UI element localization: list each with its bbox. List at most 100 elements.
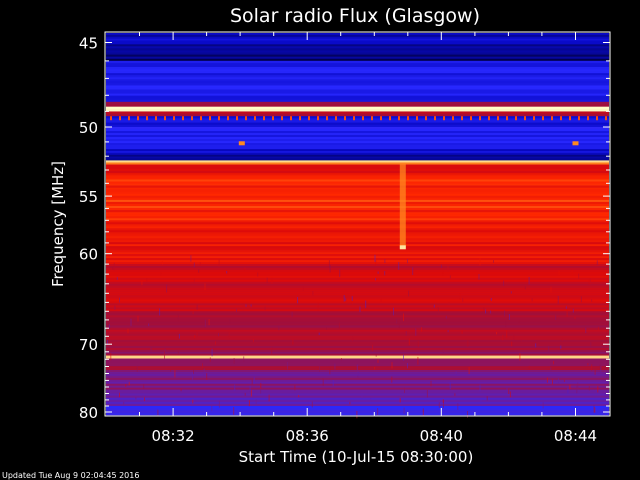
texture-fleck	[438, 402, 440, 408]
heatmap-row	[106, 287, 609, 290]
texture-fleck	[457, 403, 459, 410]
texture-fleck	[437, 307, 439, 314]
heatmap-row	[106, 104, 609, 107]
texture-fleck	[204, 283, 206, 290]
texture-fleck	[108, 324, 110, 329]
texture-fleck	[398, 262, 400, 270]
texture-fleck	[380, 298, 382, 302]
texture-fleck	[505, 320, 507, 327]
texture-fleck	[204, 319, 206, 328]
texture-fleck	[226, 271, 228, 274]
heatmap-row	[106, 325, 609, 328]
texture-fleck	[407, 259, 408, 264]
interference-tick	[605, 116, 607, 121]
interference-tick	[146, 116, 148, 121]
texture-fleck	[107, 340, 108, 346]
texture-fleck	[159, 308, 161, 316]
heatmap-row	[106, 162, 609, 165]
texture-fleck	[196, 331, 198, 337]
texture-fleck	[563, 379, 565, 382]
interference-tick	[506, 116, 508, 121]
heatmap-row	[106, 124, 609, 128]
heatmap-row	[106, 179, 609, 182]
heatmap-row	[106, 381, 609, 385]
texture-fleck	[468, 367, 470, 374]
texture-fleck	[440, 264, 442, 268]
heatmap-band	[106, 175, 609, 221]
x-tick-label: 08:36	[286, 427, 329, 445]
texture-fleck	[462, 298, 464, 302]
heatmap-row	[106, 349, 609, 353]
texture-fleck	[193, 262, 195, 268]
heatmap-band	[106, 393, 609, 407]
interference-tick	[263, 116, 265, 121]
texture-fleck	[391, 376, 393, 383]
texture-fleck	[496, 332, 498, 335]
texture-fleck	[480, 398, 482, 404]
texture-fleck	[252, 339, 254, 342]
heatmap-row	[106, 230, 609, 233]
heatmap-row	[106, 69, 609, 72]
texture-fleck	[519, 353, 521, 361]
texture-fleck	[374, 254, 376, 262]
interference-tick	[326, 116, 328, 121]
texture-fleck	[577, 382, 579, 390]
texture-fleck	[332, 379, 334, 386]
heatmap-row	[106, 64, 609, 68]
heatmap-row	[106, 339, 609, 343]
heatmap-row	[106, 214, 609, 217]
texture-fleck	[164, 348, 166, 354]
heatmap-row	[106, 222, 609, 225]
texture-fleck	[361, 392, 363, 399]
texture-fleck	[192, 311, 194, 315]
x-axis: 08:32 08:36 08:40 08:44	[139, 32, 597, 445]
heatmap-band	[106, 348, 609, 356]
texture-fleck	[135, 397, 137, 400]
texture-fleck	[550, 286, 552, 293]
heatmap-row	[106, 91, 609, 94]
heatmap-row	[106, 210, 609, 213]
heatmap-row	[106, 323, 609, 326]
texture-fleck	[490, 310, 492, 314]
heatmap-row	[106, 60, 609, 64]
heatmap-row	[106, 303, 609, 306]
interference-tick	[488, 116, 490, 121]
texture-fleck	[524, 286, 526, 290]
texture-fleck	[493, 260, 494, 263]
heatmap-row	[106, 113, 609, 117]
heatmap-row	[106, 46, 609, 49]
texture-fleck	[520, 339, 522, 342]
texture-fleck	[399, 398, 401, 403]
interference-tick	[281, 116, 283, 121]
heatmap-row	[106, 341, 609, 345]
heatmap-row	[106, 185, 609, 188]
texture-fleck	[148, 323, 150, 326]
heatmap-row	[106, 33, 609, 36]
heatmap-row	[106, 412, 609, 416]
texture-fleck	[244, 267, 246, 271]
texture-fleck	[542, 402, 544, 409]
heatmap-row	[106, 279, 609, 283]
texture-fleck	[345, 297, 347, 302]
heatmap-row	[106, 34, 609, 38]
heatmap-row	[106, 199, 609, 203]
heatmap-row	[106, 171, 609, 174]
texture-fleck	[560, 345, 562, 349]
texture-fleck	[375, 354, 377, 357]
texture-fleck	[546, 377, 548, 383]
heatmap-row	[106, 319, 609, 322]
interference-tick	[470, 116, 472, 121]
heatmap-row	[106, 173, 609, 176]
heatmap-row	[106, 95, 609, 99]
texture-fleck	[396, 319, 398, 324]
texture-fleck	[260, 382, 262, 389]
texture-fleck	[449, 275, 451, 279]
texture-fleck	[193, 369, 194, 374]
heatmap-band	[106, 46, 609, 62]
texture-fleck	[218, 400, 220, 408]
texture-fleck	[161, 261, 163, 265]
interference-tick	[362, 116, 364, 121]
texture-fleck	[178, 333, 180, 339]
heatmap-row	[106, 289, 609, 292]
texture-fleck	[318, 332, 320, 336]
